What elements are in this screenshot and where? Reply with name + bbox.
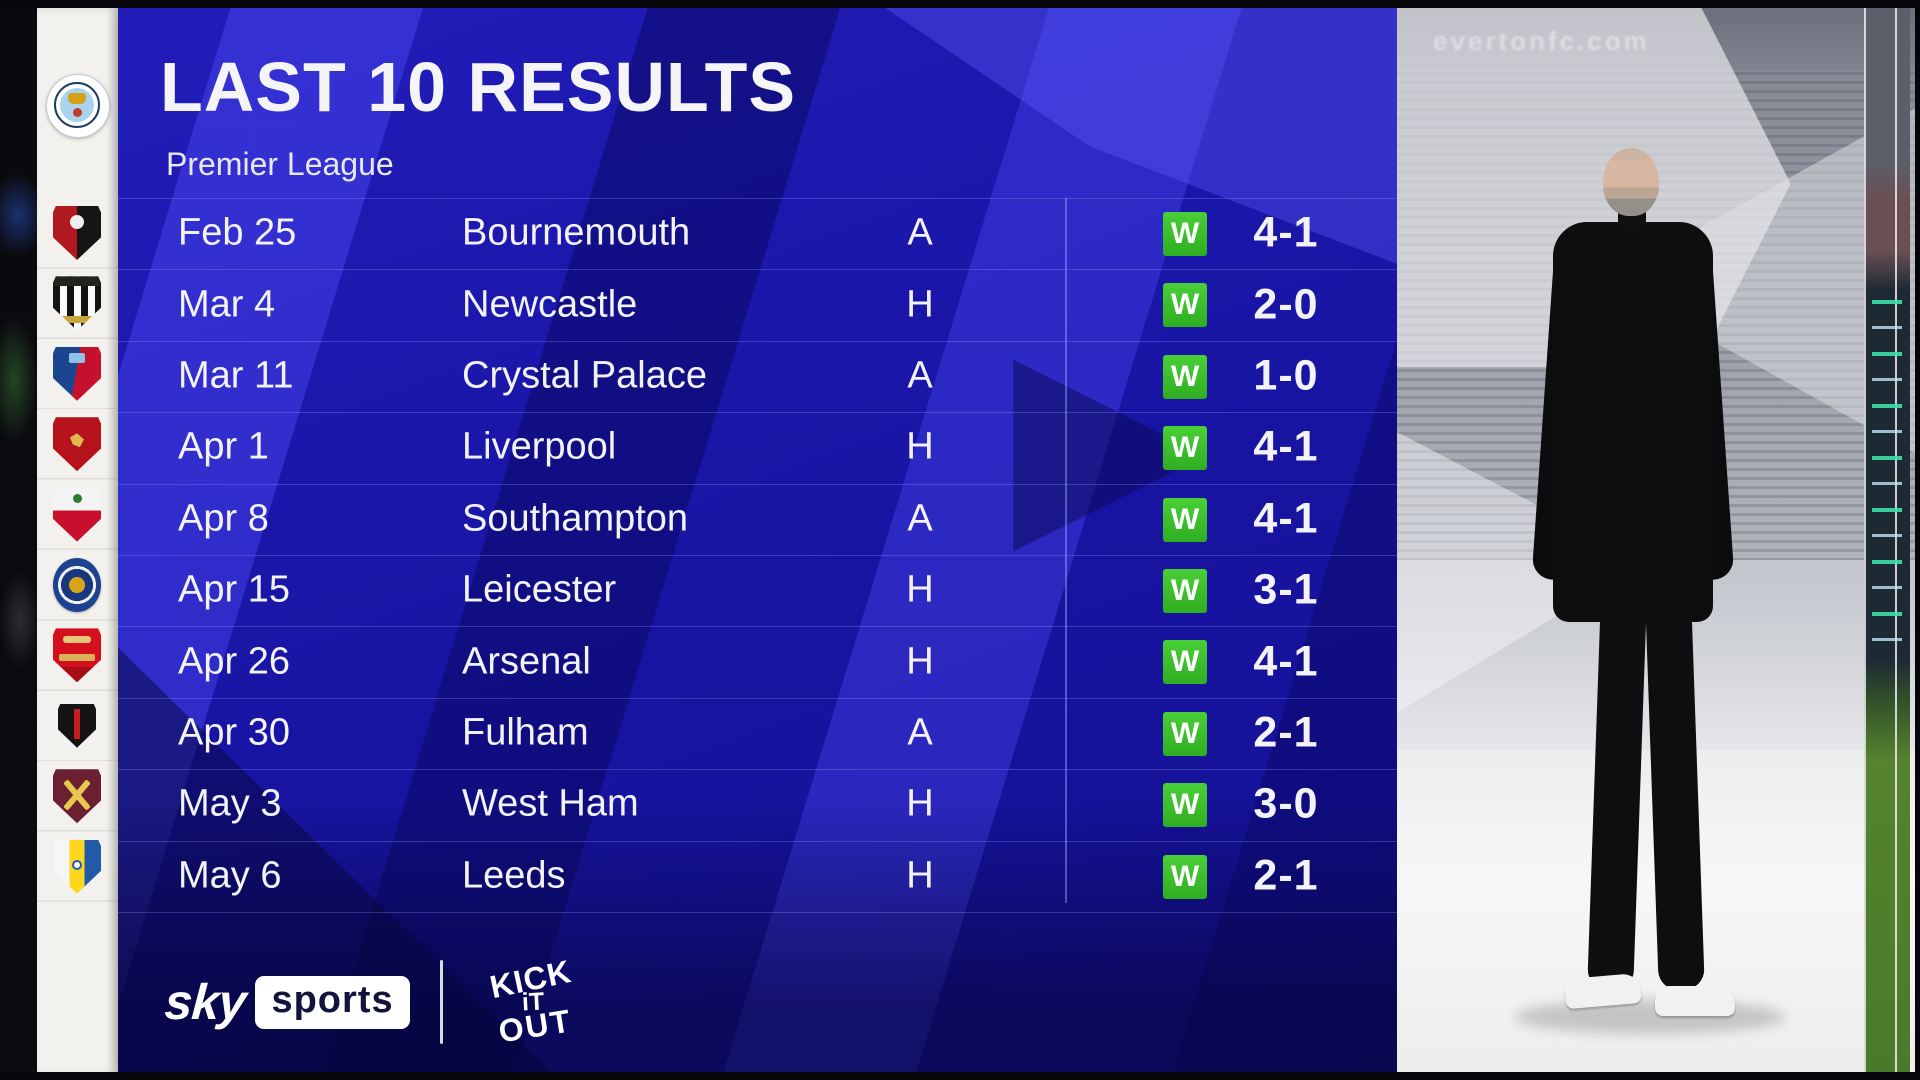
opponent-name: Fulham xyxy=(462,711,589,754)
score: 4-1 xyxy=(1253,637,1319,686)
result-badge: W xyxy=(1163,854,1207,899)
match-date: May 3 xyxy=(178,782,282,825)
result-row: Mar 11 Crystal Palace A W 1-0 xyxy=(118,340,1397,412)
result-badge: W xyxy=(1163,212,1207,256)
match-date: Mar 4 xyxy=(178,283,276,326)
result-row: Feb 25 Bournemouth A W 4-1 xyxy=(118,198,1397,269)
city-badge-ring xyxy=(54,82,100,128)
score: 3-1 xyxy=(1253,565,1319,614)
result-row: Apr 8 Southampton A W 4-1 xyxy=(118,483,1397,555)
match-date: Apr 1 xyxy=(178,425,269,468)
result-badge: W xyxy=(1163,568,1207,613)
result-badge: W xyxy=(1163,783,1207,828)
opponent-name: Leeds xyxy=(462,854,566,897)
venue-indicator: H xyxy=(906,782,934,825)
score: 1-0 xyxy=(1253,351,1319,400)
score: 2-1 xyxy=(1253,708,1319,757)
scoreboard-led-text xyxy=(1872,300,1902,660)
opponent-name: Newcastle xyxy=(462,283,638,326)
sky-sports-logo: sky sports xyxy=(163,973,410,1031)
figure-leg xyxy=(1645,597,1705,991)
sky-wordmark: sky xyxy=(163,974,248,1030)
score: 4-1 xyxy=(1253,208,1319,257)
match-date: Apr 8 xyxy=(178,497,269,540)
figure-shoe xyxy=(1655,986,1735,1016)
result-badge: W xyxy=(1163,426,1207,471)
result-badge: W xyxy=(1163,640,1207,685)
logo-divider xyxy=(439,960,443,1044)
figure-head xyxy=(1603,148,1659,216)
kick-it-out-line3: OUT xyxy=(495,1001,575,1049)
kick-it-out-logo: KICK iT OUT xyxy=(469,952,596,1049)
manager-photo-area: evertonfc.com xyxy=(1397,0,1915,1080)
score: 2-0 xyxy=(1253,280,1319,329)
venue-indicator: A xyxy=(907,211,933,254)
result-badge: W xyxy=(1163,711,1207,756)
opponent-name: Crystal Palace xyxy=(462,354,707,397)
opponent-name: Leicester xyxy=(462,568,617,611)
sports-wordmark: sports xyxy=(255,975,410,1029)
match-date: May 6 xyxy=(178,854,282,897)
venue-indicator: H xyxy=(906,854,934,897)
venue-indicator: A xyxy=(907,497,933,540)
venue-indicator: H xyxy=(906,568,934,611)
venue-indicator: A xyxy=(907,711,933,754)
tv-top-bar xyxy=(0,0,1920,8)
result-row: Apr 26 Arsenal H W 4-1 xyxy=(118,626,1397,697)
results-panel: LAST 10 RESULTS Premier League Feb 25 Bo… xyxy=(118,8,1397,1074)
result-row: May 6 Leeds H W 2-1 xyxy=(118,840,1397,913)
competition-subtitle: Premier League xyxy=(166,146,394,182)
opponent-name: Liverpool xyxy=(462,425,617,468)
manchester-city-badge-icon xyxy=(46,74,110,138)
match-date: Apr 30 xyxy=(178,711,290,754)
venue-indicator: H xyxy=(906,425,934,468)
opponent-name: Southampton xyxy=(462,497,689,540)
figure-leg xyxy=(1587,597,1647,991)
result-badge: W xyxy=(1163,354,1207,399)
footer-logos: sky sports KICK iT OUT xyxy=(163,950,596,1054)
result-badge: W xyxy=(1163,283,1207,328)
venue-indicator: A xyxy=(907,354,933,397)
score: 2-1 xyxy=(1253,851,1319,900)
score: 4-1 xyxy=(1253,422,1319,471)
edge-hairline xyxy=(1864,0,1866,1080)
results-table: Feb 25 Bournemouth A W 4-1 Mar 4 Newcast… xyxy=(118,198,1397,913)
team-badge-rail xyxy=(37,8,118,1074)
opponent-name: Arsenal xyxy=(462,640,591,683)
result-row: Apr 1 Liverpool H W 4-1 xyxy=(118,412,1397,483)
opponent-name: West Ham xyxy=(462,782,639,825)
column-divider xyxy=(1065,198,1067,903)
result-row: May 3 West Ham H W 3-0 xyxy=(118,769,1397,840)
score: 4-1 xyxy=(1253,494,1319,543)
match-date: Mar 11 xyxy=(178,354,294,397)
venue-indicator: H xyxy=(906,640,934,683)
opponent-name: Bournemouth xyxy=(462,211,691,254)
score: 3-0 xyxy=(1253,779,1319,828)
match-date: Apr 15 xyxy=(178,568,290,611)
match-date: Apr 26 xyxy=(178,640,290,683)
tv-bottom-bar xyxy=(0,1072,1920,1080)
leicester-badge-icon xyxy=(53,558,101,612)
result-row: Apr 30 Fulham A W 2-1 xyxy=(118,697,1397,769)
city-badge-core xyxy=(60,88,94,122)
result-row: Mar 4 Newcastle H W 2-0 xyxy=(118,269,1397,340)
tv-left-edge xyxy=(0,0,37,1080)
figure-torso xyxy=(1553,222,1713,622)
match-date: Feb 25 xyxy=(178,211,297,254)
result-badge: W xyxy=(1163,497,1207,542)
venue-indicator: H xyxy=(906,283,934,326)
figure-shadow xyxy=(1515,1000,1785,1034)
page-title: LAST 10 RESULTS xyxy=(160,48,797,126)
result-row: Apr 15 Leicester H W 3-1 xyxy=(118,554,1397,626)
pep-guardiola-photo xyxy=(1397,0,1915,1080)
scoreboard-strip xyxy=(1864,0,1910,1080)
